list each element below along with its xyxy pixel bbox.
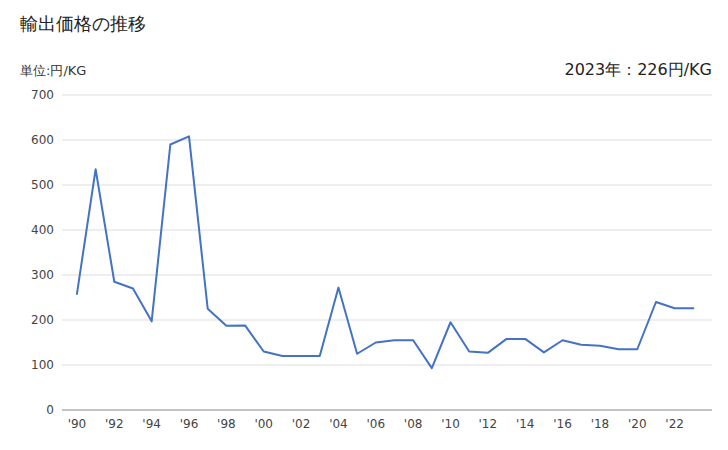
y-tick-label: 400 (31, 223, 54, 237)
x-tick-label: '96 (180, 417, 199, 431)
x-tick-label: '12 (479, 417, 498, 431)
title: 輸出価格の推移 (20, 13, 146, 34)
line (77, 136, 693, 368)
annotation: 2023年：226円/KG (564, 60, 712, 79)
grid-line (62, 320, 712, 321)
y-tick-label: 200 (31, 313, 54, 327)
y-grid (62, 95, 712, 410)
x-tick-label: '04 (329, 417, 348, 431)
x-tick-label: '92 (105, 417, 124, 431)
x-tick-label: '06 (367, 417, 386, 431)
x-tick-label: '20 (628, 417, 647, 431)
grid-line (62, 230, 712, 231)
grid-line (62, 140, 712, 141)
chart-container: 輸出価格の推移単位:円/KG 2023年：226円/KG 0 100 200 300 400… (0, 0, 728, 450)
y-tick-label: 500 (31, 178, 54, 192)
grid-line (62, 365, 712, 366)
y-tick-label: 700 (31, 88, 54, 102)
x-tick-label: '98 (217, 417, 236, 431)
y-tick-label: 600 (31, 133, 54, 147)
y-tick-label: 0 (46, 403, 54, 417)
x-tick-label: '00 (254, 417, 273, 431)
x-tick-label: '14 (516, 417, 535, 431)
grid-line (62, 185, 712, 186)
x-axis-line (62, 410, 712, 411)
x-tick-label: '18 (591, 417, 610, 431)
x-tick-label: '22 (665, 417, 684, 431)
chart: 輸出価格の推移単位:円/KG 2023年：226円/KG 0 100 200 300 400… (0, 0, 728, 450)
y-tick-label: 100 (31, 358, 54, 372)
x-tick-label: '10 (441, 417, 460, 431)
x-tick-label: '94 (142, 417, 161, 431)
x-tick-label: '02 (292, 417, 311, 431)
plot-area (77, 136, 693, 368)
x-tick-label: '16 (553, 417, 572, 431)
y-tick-label: 300 (31, 268, 54, 282)
grid-line (62, 275, 712, 276)
grid-line (62, 95, 712, 96)
x-tick-label: '08 (404, 417, 423, 431)
grid-line (62, 410, 712, 411)
x-tick-label: '90 (68, 417, 87, 431)
unit-label: 単位:円/KG (20, 63, 86, 78)
